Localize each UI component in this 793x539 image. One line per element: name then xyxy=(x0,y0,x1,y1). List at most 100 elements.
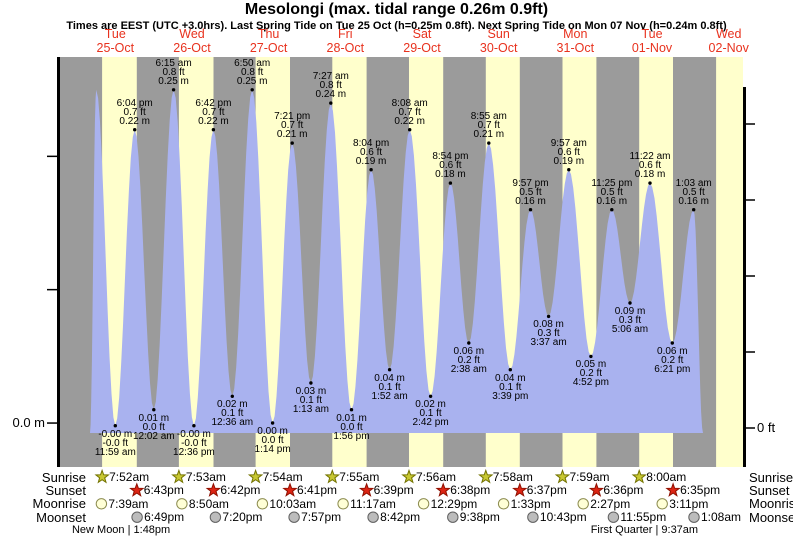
tide-time: 6:04 pm xyxy=(116,97,153,109)
moonset-circle-icon xyxy=(607,511,620,523)
low-tide-dot xyxy=(628,301,632,305)
high-tide-label: 8:08 am 0.7 ft 0.22 m xyxy=(392,98,428,126)
low-tide-dot xyxy=(546,314,551,319)
sunset-time: 6:43pm xyxy=(143,483,184,498)
row-label-left-moonset: Moonset xyxy=(36,509,86,525)
tide-height-ft: 0.8 ft xyxy=(162,66,185,78)
tide-height-ft: 0.5 ft xyxy=(600,186,623,198)
tide-area xyxy=(90,89,703,434)
day-header: Tue 01-Nov xyxy=(632,27,672,55)
low-tide-dot xyxy=(349,408,354,412)
right-axis-label: 0 ft xyxy=(757,420,776,435)
sunset-time: 6:36pm xyxy=(603,483,644,498)
sunset-time: 6:39pm xyxy=(373,483,414,498)
left-axis-tick xyxy=(47,288,57,291)
right-axis-tick xyxy=(746,275,755,277)
tide-time: 1:13 am xyxy=(292,404,329,415)
moonrise-circle-icon xyxy=(577,498,589,510)
moonrise-time: 7:39am xyxy=(108,496,149,511)
sunrise-star-icon xyxy=(324,468,341,484)
low-tide-dot xyxy=(309,381,313,385)
day-header: Sat 29-Oct xyxy=(403,27,441,55)
row-label-right-sunrise: Sunrise xyxy=(749,469,793,485)
tide-time: 5:06 am xyxy=(611,324,649,335)
tide-height-m: 0.09 m xyxy=(614,306,646,317)
row-label-right-sunset: Sunset xyxy=(749,482,790,498)
tide-height-ft: 0.7 ft xyxy=(281,120,304,132)
day-band xyxy=(716,57,743,467)
day-name: Sat xyxy=(412,27,432,41)
low-tide-label: 0.01 m 0.0 ft 12:02 am xyxy=(133,412,175,441)
tide-height-m: 0.01 m xyxy=(336,412,367,424)
day-date: 27-Oct xyxy=(249,40,288,55)
day-header: Mon 31-Oct xyxy=(557,27,595,55)
moonset-circle-icon xyxy=(688,511,700,523)
tide-height-ft: 0.1 ft xyxy=(299,395,323,406)
moonrise-circle-icon xyxy=(497,498,510,510)
high-tide-label: 8:55 am 0.7 ft 0.21 m xyxy=(471,112,507,141)
tide-height-m: 0.01 m xyxy=(138,412,170,424)
moonset-time: 8:42pm xyxy=(380,510,421,525)
tide-height-m: 0.03 m xyxy=(295,386,327,397)
sunset-star-icon xyxy=(665,482,681,497)
low-tide-dot xyxy=(589,354,593,359)
tide-height-ft: 0.1 ft xyxy=(499,381,522,393)
tide-height-m: 0.18 m xyxy=(435,169,466,181)
moonrise-time: 3:11pm xyxy=(669,496,709,511)
sunset-star-icon xyxy=(282,482,298,497)
row-label-right-moonrise: Moonrise xyxy=(749,496,793,512)
tide-height-m: 0.16 m xyxy=(515,195,546,207)
low-tide-label: 0.06 m 0.2 ft 2:38 am xyxy=(450,347,487,375)
tide-time: 2:38 am xyxy=(450,364,487,375)
tide-time: 6:50 am xyxy=(234,57,271,69)
tide-height-m: 0.19 m xyxy=(553,155,585,167)
tide-height-m: 0.08 m xyxy=(533,319,564,331)
low-tide-dot xyxy=(192,424,196,428)
sunrise-time: 7:52am xyxy=(109,470,150,484)
high-tide-dot xyxy=(408,128,412,132)
sunrise-star-icon xyxy=(554,468,571,484)
sunrise-star-icon xyxy=(631,468,647,484)
tide-height-m: 0.22 m xyxy=(198,115,229,127)
tide-time: 11:22 am xyxy=(629,151,671,163)
moonset-circle-icon xyxy=(367,511,379,523)
sunset-time: 6:35pm xyxy=(680,483,721,498)
moonrise-circle-icon xyxy=(95,498,108,510)
low-tide-label: 0.02 m 0.1 ft 2:42 pm xyxy=(413,400,449,428)
moonrise-time: 11:17am xyxy=(350,496,396,511)
tide-height-m: -0.00 m xyxy=(176,428,211,440)
low-tide-label: 0.03 m 0.1 ft 1:13 am xyxy=(292,386,329,415)
high-tide-dot xyxy=(329,101,333,105)
day-header: Sun 30-Oct xyxy=(480,27,518,55)
tide-height-m: 0.21 m xyxy=(473,129,505,141)
day-name: Mon xyxy=(563,27,588,41)
tide-time: 8:04 pm xyxy=(353,137,390,149)
low-tide-label: 0.04 m 0.1 ft 1:52 am xyxy=(372,373,408,401)
tide-height-ft: 0.0 ft xyxy=(261,435,284,446)
high-tide-label: 9:57 pm 0.5 ft 0.16 m xyxy=(512,178,548,207)
low-tide-dot xyxy=(508,368,512,372)
tide-time: 3:37 am xyxy=(530,337,567,349)
sunset-time: 6:41pm xyxy=(297,483,338,498)
row-label-left-moonrise: Moonrise xyxy=(32,496,86,512)
tide-height-m: -0.00 m xyxy=(98,428,133,440)
tide-height-ft: 0.0 ft xyxy=(142,421,165,433)
low-tide-dot xyxy=(230,394,234,398)
day-date: 26-Oct xyxy=(173,40,211,55)
sunrise-star-icon xyxy=(247,468,264,484)
day-name: Wed xyxy=(715,27,742,41)
moonset-time: 1:08am xyxy=(701,510,742,525)
tide-height-ft: 0.5 ft xyxy=(682,186,705,198)
high-tide-label: 7:21 pm 0.7 ft 0.21 m xyxy=(274,112,310,140)
day-header: Thu 27-Oct xyxy=(249,27,288,55)
row-label-left-sunrise: Sunrise xyxy=(41,469,86,485)
day-name: Tue xyxy=(104,27,126,41)
moonrise-circle-icon xyxy=(417,498,430,510)
sunset-star-icon xyxy=(435,482,451,497)
moonrise-circle-icon xyxy=(256,498,269,510)
sunrise-star-icon xyxy=(171,468,187,484)
tide-height-ft: 0.2 ft xyxy=(661,355,684,366)
moonset-circle-icon xyxy=(131,511,143,523)
tide-height-ft: 0.7 ft xyxy=(398,106,421,118)
